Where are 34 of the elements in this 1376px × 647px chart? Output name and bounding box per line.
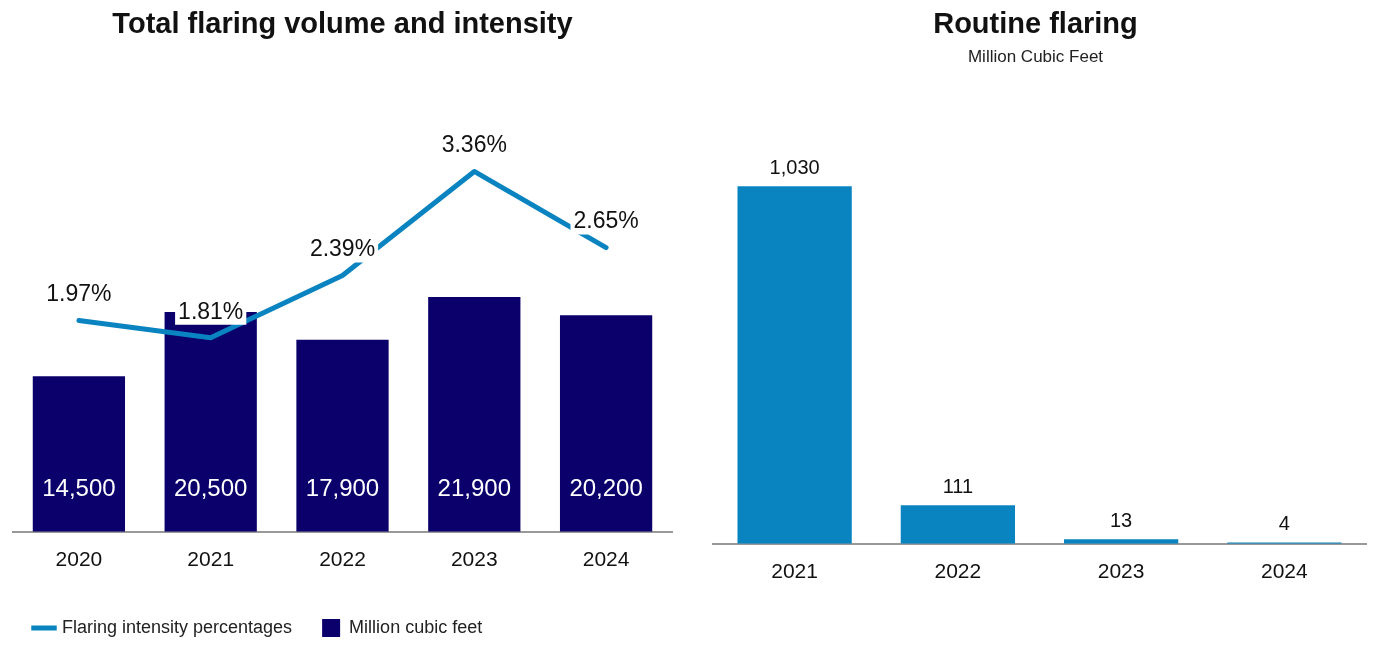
- data-label: 20,500: [174, 474, 248, 502]
- bar: [428, 296, 521, 532]
- data-label: 111: [942, 474, 974, 497]
- data-label: 3.36%: [441, 131, 507, 158]
- bar: [559, 315, 653, 532]
- chart-subtitle: Million Cubic Feet: [967, 46, 1104, 66]
- chart-title: Total flaring volume and intensity: [112, 7, 573, 40]
- data-label: 20,200: [569, 474, 643, 502]
- data-label: 17,900: [305, 474, 380, 502]
- legend-label: Million cubic feet: [349, 616, 483, 637]
- x-tick-label: 2021: [771, 559, 818, 583]
- data-label: 13: [1110, 508, 1133, 531]
- data-label: 1.81%: [178, 297, 244, 324]
- x-tick-label: 2024: [1261, 559, 1309, 583]
- x-tick-label: 2022: [319, 547, 366, 571]
- x-tick-label: 2023: [1097, 559, 1145, 583]
- legend-label: Flaring intensity percentages: [62, 616, 293, 637]
- bar: [296, 339, 389, 532]
- bar: [900, 505, 1016, 544]
- x-tick-label: 2024: [582, 547, 630, 571]
- data-label: 2.39%: [309, 235, 376, 262]
- chart-title: Routine flaring: [933, 7, 1138, 40]
- bar: [737, 186, 852, 544]
- data-label: 21,900: [437, 474, 511, 502]
- data-label: 2.65%: [573, 207, 639, 234]
- x-tick-label: 2020: [55, 547, 103, 571]
- x-tick-label: 2022: [934, 559, 982, 583]
- x-tick-label: 2021: [187, 547, 235, 571]
- bar: [32, 376, 126, 532]
- data-label: 1.97%: [46, 280, 112, 307]
- data-label: 14,500: [42, 474, 116, 502]
- data-label: 1,030: [769, 155, 820, 178]
- data-label: 4: [1278, 511, 1290, 534]
- x-tick-label: 2023: [450, 547, 498, 571]
